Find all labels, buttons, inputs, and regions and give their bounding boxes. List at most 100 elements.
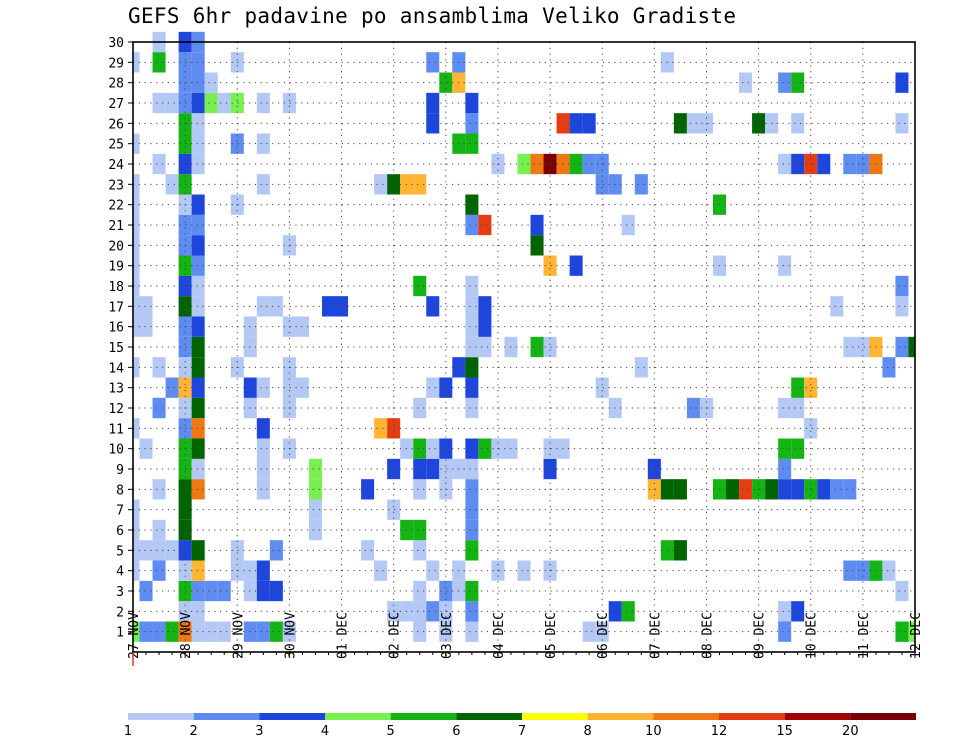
heatmap-cell xyxy=(191,113,205,134)
heatmap-cell xyxy=(152,357,166,378)
heatmap-cell xyxy=(569,113,583,134)
heatmap-cell xyxy=(191,397,205,419)
heatmap-cell xyxy=(243,621,257,642)
heatmap-cell xyxy=(191,601,205,622)
heatmap-cell xyxy=(191,194,205,215)
y-tick-label: 11 xyxy=(108,422,124,437)
x-tick-label: 03 DEC xyxy=(440,612,455,659)
heatmap-cell xyxy=(634,174,648,195)
heatmap-cell xyxy=(465,540,479,561)
heatmap-cell xyxy=(243,336,257,358)
heatmap-cell xyxy=(139,316,153,337)
heatmap-cell xyxy=(843,560,857,581)
heatmap-cell xyxy=(191,235,205,256)
heatmap-cell xyxy=(256,418,270,439)
heatmap-cell xyxy=(230,52,244,73)
x-tick-label: 06 DEC xyxy=(596,612,611,659)
heatmap-cell xyxy=(230,133,244,154)
heatmap-cell xyxy=(465,580,479,602)
heatmap-cell xyxy=(426,113,440,134)
heatmap-cell xyxy=(178,174,192,195)
heatmap-cell xyxy=(439,458,453,480)
heatmap-cell xyxy=(478,296,492,317)
heatmap-cell xyxy=(595,621,609,642)
heatmap-cell xyxy=(178,52,192,73)
heatmap-cell xyxy=(465,397,479,419)
heatmap-cell xyxy=(256,458,270,480)
heatmap-cell xyxy=(178,458,192,480)
y-tick-label: 30 xyxy=(108,36,124,51)
heatmap-cell xyxy=(321,296,336,317)
heatmap-cell xyxy=(191,458,205,480)
heatmap-cell xyxy=(413,438,427,459)
y-tick-label: 23 xyxy=(108,178,124,193)
heatmap-cell xyxy=(204,92,218,114)
heatmap-cell xyxy=(374,174,388,195)
legend-label: 7 xyxy=(518,724,526,739)
heatmap-cell xyxy=(426,92,440,114)
heatmap-cell xyxy=(178,255,192,276)
heatmap-cell xyxy=(191,92,205,114)
heatmap-cell xyxy=(191,357,205,378)
heatmap-cell xyxy=(387,174,401,195)
heatmap-cell xyxy=(165,377,179,398)
heatmap-cell xyxy=(152,560,166,581)
heatmap-cell xyxy=(856,336,870,358)
heatmap-cell xyxy=(465,113,479,134)
heatmap-cell xyxy=(439,377,453,398)
legend-swatch xyxy=(653,713,719,720)
heatmap-cell xyxy=(595,174,609,195)
legend-swatch xyxy=(784,713,851,720)
heatmap-cell xyxy=(243,580,257,602)
heatmap-cell xyxy=(778,621,792,642)
heatmap-cell xyxy=(191,214,205,236)
x-tick-label: 29 NOV xyxy=(231,612,246,659)
y-tick-label: 24 xyxy=(108,158,124,173)
x-axis-ticks: 27 NOV 28 NOV 29 NOV 30 NOV 01 DEC 02 DEC 03 D… xyxy=(127,612,924,666)
heatmap-cell xyxy=(256,296,270,317)
heatmap-cell xyxy=(133,519,140,541)
heatmap-cell xyxy=(133,418,140,439)
heatmap-cell xyxy=(465,601,479,622)
heatmap-cell xyxy=(778,397,792,419)
heatmap-cell xyxy=(413,519,427,541)
legend-label: 10 xyxy=(645,724,662,739)
heatmap-cell xyxy=(465,357,479,378)
heatmap-cell xyxy=(778,255,792,276)
heatmap-cell xyxy=(361,540,375,561)
heatmap-cell xyxy=(426,52,440,73)
y-tick-label: 9 xyxy=(116,463,124,478)
heatmap-cell xyxy=(426,296,440,317)
heatmap-cell xyxy=(308,458,322,480)
heatmap-cell xyxy=(895,113,909,134)
heatmap-cell xyxy=(282,92,296,114)
heatmap-cell xyxy=(374,560,388,581)
heatmap-cell xyxy=(191,336,205,358)
heatmap-cell xyxy=(778,153,792,175)
heatmap-cell xyxy=(361,479,375,500)
heatmap-cell xyxy=(791,438,805,459)
heatmap-cell xyxy=(139,621,153,642)
heatmap-cell xyxy=(621,601,635,622)
heatmap-cell xyxy=(465,499,479,520)
heatmap-cell xyxy=(178,580,192,602)
heatmap-cell xyxy=(243,397,257,419)
x-tick-label: 02 DEC xyxy=(388,612,403,659)
heatmap-cell xyxy=(673,113,687,134)
heatmap-cell xyxy=(152,540,166,561)
y-tick-label: 4 xyxy=(116,565,124,580)
heatmap-cell xyxy=(139,540,153,561)
x-tick-label: 04 DEC xyxy=(492,612,507,659)
heatmap-cell xyxy=(465,621,479,642)
heatmap-cell xyxy=(133,235,140,256)
heatmap-cell xyxy=(465,479,479,500)
heatmap-cell xyxy=(256,438,270,459)
heatmap-cell xyxy=(178,92,192,114)
heatmap-cell xyxy=(178,540,192,561)
heatmap-cell xyxy=(191,52,205,73)
heatmap-cell xyxy=(517,560,531,581)
heatmap-cell xyxy=(908,336,915,358)
heatmap-cell xyxy=(133,52,140,73)
y-tick-label: 18 xyxy=(108,280,124,295)
heatmap-cell xyxy=(165,540,179,561)
